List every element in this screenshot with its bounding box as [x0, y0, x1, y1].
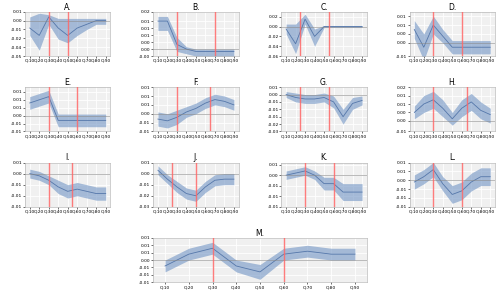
Title: J.: J.: [194, 153, 198, 163]
Title: L.: L.: [449, 153, 456, 163]
Title: A.: A.: [64, 3, 72, 12]
Title: B.: B.: [192, 3, 200, 12]
Title: E.: E.: [64, 78, 72, 87]
Title: F.: F.: [193, 78, 198, 87]
Title: M.: M.: [256, 229, 264, 238]
Title: I.: I.: [66, 153, 70, 163]
Title: H.: H.: [448, 78, 456, 87]
Title: D.: D.: [448, 3, 456, 12]
Title: K.: K.: [320, 153, 328, 163]
Title: C.: C.: [320, 3, 328, 12]
Title: G.: G.: [320, 78, 328, 87]
